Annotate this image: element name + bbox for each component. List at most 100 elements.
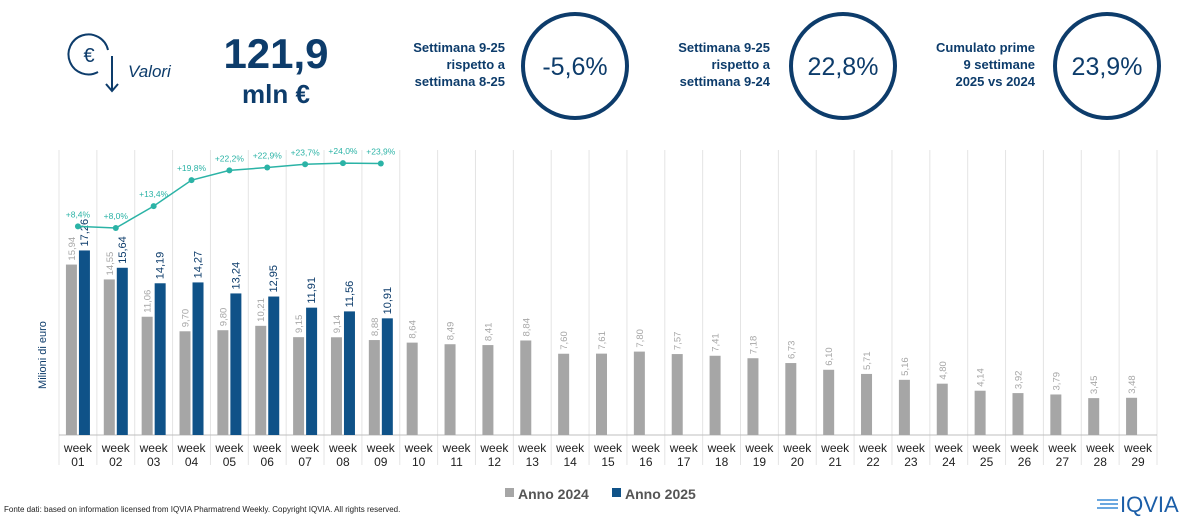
value-label: 3,48 (1127, 375, 1138, 394)
value-label: 13,24 (230, 262, 242, 290)
line-point (188, 177, 195, 184)
kpi-value: 23,9% (1072, 53, 1143, 81)
bar (154, 283, 166, 435)
line-value-label: +23,9% (366, 146, 396, 156)
x-tick-label: week 05 (215, 441, 244, 469)
bar (823, 369, 835, 435)
x-tick-label: week 15 (593, 441, 622, 469)
line-point (264, 164, 271, 171)
x-tick-label: week 02 (101, 441, 130, 469)
x-tick-label: week 07 (291, 441, 320, 469)
kpi-value: -5,6% (542, 53, 607, 81)
kpi-label: rispetto a (711, 57, 770, 72)
bar (861, 373, 873, 435)
bar (65, 264, 77, 435)
x-tick-label: week 16 (631, 441, 660, 469)
x-tick-label: week 03 (139, 441, 168, 469)
value-label: 8,49 (446, 322, 457, 341)
x-tick-label: week 01 (63, 441, 92, 469)
kpi-label: Settimana 9-25 (413, 40, 505, 55)
y-axis-label: Milioni di euro (37, 321, 49, 389)
value-label: 6,10 (824, 347, 835, 366)
line-point (377, 160, 384, 167)
x-tick-label: week 17 (669, 441, 698, 469)
bar (633, 351, 645, 435)
value-label: 5,71 (862, 351, 873, 370)
x-tick-label: week 18 (707, 441, 736, 469)
bar (116, 267, 128, 435)
value-label: 11,91 (306, 277, 318, 304)
bar (381, 318, 393, 435)
kpi-circle (789, 12, 897, 120)
value-label: 8,64 (408, 320, 419, 339)
value-label: 6,73 (786, 341, 797, 360)
x-tick-label: week 10 (404, 441, 433, 469)
value-label: 10,91 (382, 287, 394, 315)
logo-mark (1097, 499, 1118, 509)
x-tick-label: week 20 (783, 441, 812, 469)
bar (1126, 397, 1138, 435)
kpi-label: settimana 9-24 (680, 74, 771, 89)
x-tick-label: week 25 (972, 441, 1001, 469)
legend-entry: Anno 2024 (518, 486, 589, 502)
value-label: 3,45 (1089, 376, 1100, 395)
total-unit: mln € (242, 79, 310, 109)
x-tick-label: week 08 (328, 441, 357, 469)
line-value-label: +13,4% (139, 189, 169, 199)
legend-swatch (612, 488, 621, 497)
value-label: 5,16 (900, 357, 911, 376)
bar (255, 325, 267, 435)
kpi-label: 9 settimane (963, 57, 1035, 72)
value-label: 8,88 (370, 318, 381, 337)
kpi-circle (521, 12, 629, 120)
bar (192, 282, 204, 435)
icon-label: Valori (128, 62, 172, 81)
value-label: 7,18 (748, 336, 759, 355)
bar (596, 353, 607, 435)
value-label: 7,80 (635, 329, 646, 348)
bar (444, 344, 456, 435)
bar (406, 342, 418, 435)
bar (482, 345, 494, 435)
x-tick-label: week 26 (1010, 441, 1039, 469)
x-tick-label: week 06 (253, 441, 282, 469)
legend-entry: Anno 2025 (625, 486, 696, 502)
line-value-label: +23,7% (291, 147, 321, 157)
x-tick-label: week 22 (859, 441, 888, 469)
value-label: 14,19 (155, 252, 167, 280)
bar (785, 363, 797, 435)
x-tick-label: week 21 (821, 441, 850, 469)
bar (103, 279, 115, 435)
value-label: 3,79 (1051, 372, 1062, 391)
value-label: 9,70 (181, 309, 192, 328)
x-tick-label: week 29 (1124, 441, 1153, 469)
kpi-circle (1053, 12, 1161, 120)
x-tick-label: week 12 (480, 441, 509, 469)
x-tick-label: week 27 (1048, 441, 1077, 469)
value-label: 14,55 (105, 252, 116, 276)
line-value-label: +22,2% (215, 153, 245, 163)
kpi-label: Settimana 9-25 (678, 40, 770, 55)
x-tick-label: week 23 (896, 441, 925, 469)
legend-swatch (505, 488, 514, 497)
bar (1088, 398, 1100, 435)
bar (747, 358, 759, 435)
bar (141, 316, 153, 435)
value-label: 4,80 (938, 361, 949, 380)
bar (217, 330, 229, 435)
line-point (150, 203, 157, 210)
value-label: 12,95 (268, 265, 280, 293)
bar (78, 250, 90, 435)
bar (974, 390, 986, 435)
kpi-value: 22,8% (808, 53, 879, 81)
kpi-label: rispetto a (446, 57, 505, 72)
bar (230, 293, 242, 435)
source-note: Fonte dati: based on information license… (4, 505, 400, 514)
euro-icon: € (67, 33, 119, 93)
line-value-label: +24,0% (328, 146, 358, 156)
x-tick-label: week 11 (442, 441, 471, 469)
bar (671, 354, 683, 435)
value-label: 11,56 (344, 281, 356, 308)
value-label: 14,27 (193, 251, 205, 279)
svg-text:€: € (83, 45, 94, 67)
